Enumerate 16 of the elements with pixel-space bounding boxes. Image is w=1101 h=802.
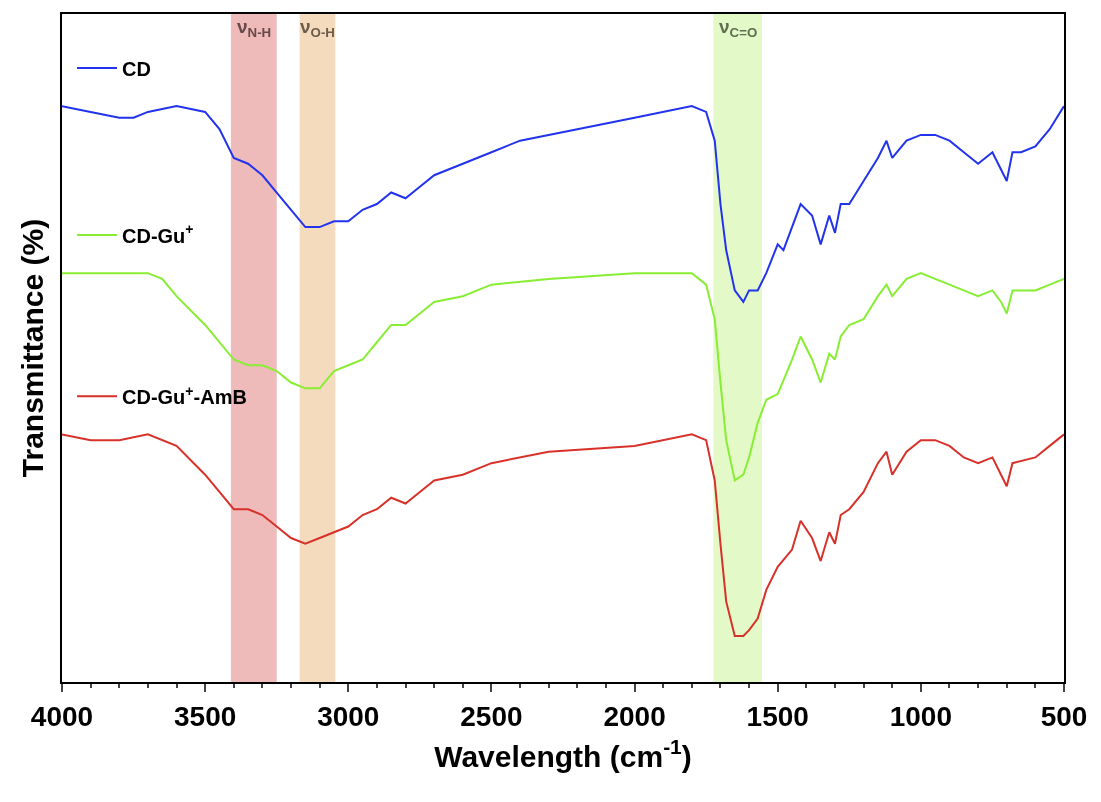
x-axis-title: Wavelength (cm$^{-1}$) (434, 735, 692, 773)
x-tick-label: 1000 (889, 700, 953, 732)
x-tick-label: 2000 (603, 700, 666, 732)
x-tick-label: 2500 (460, 700, 523, 732)
band-label: ν$_{C=O}$ (719, 16, 758, 40)
x-tick-label: 500 (1040, 700, 1088, 732)
legend-label: CD-Gu$^{+}$ (122, 221, 194, 247)
x-tick-label: 3000 (317, 700, 380, 732)
y-axis-title: Transmittance (%) (15, 218, 49, 478)
legend-label: CD-Gu$^{+}$-AmB (122, 382, 247, 409)
x-tick-label: 3500 (173, 700, 237, 732)
band-label: ν$_{N-H}$ (237, 16, 272, 40)
band-label: ν$_{O-H}$ (300, 16, 335, 40)
x-tick-label: 1500 (746, 700, 809, 732)
x-tick-label: 4000 (30, 700, 94, 732)
legend-label: CD (122, 57, 151, 80)
